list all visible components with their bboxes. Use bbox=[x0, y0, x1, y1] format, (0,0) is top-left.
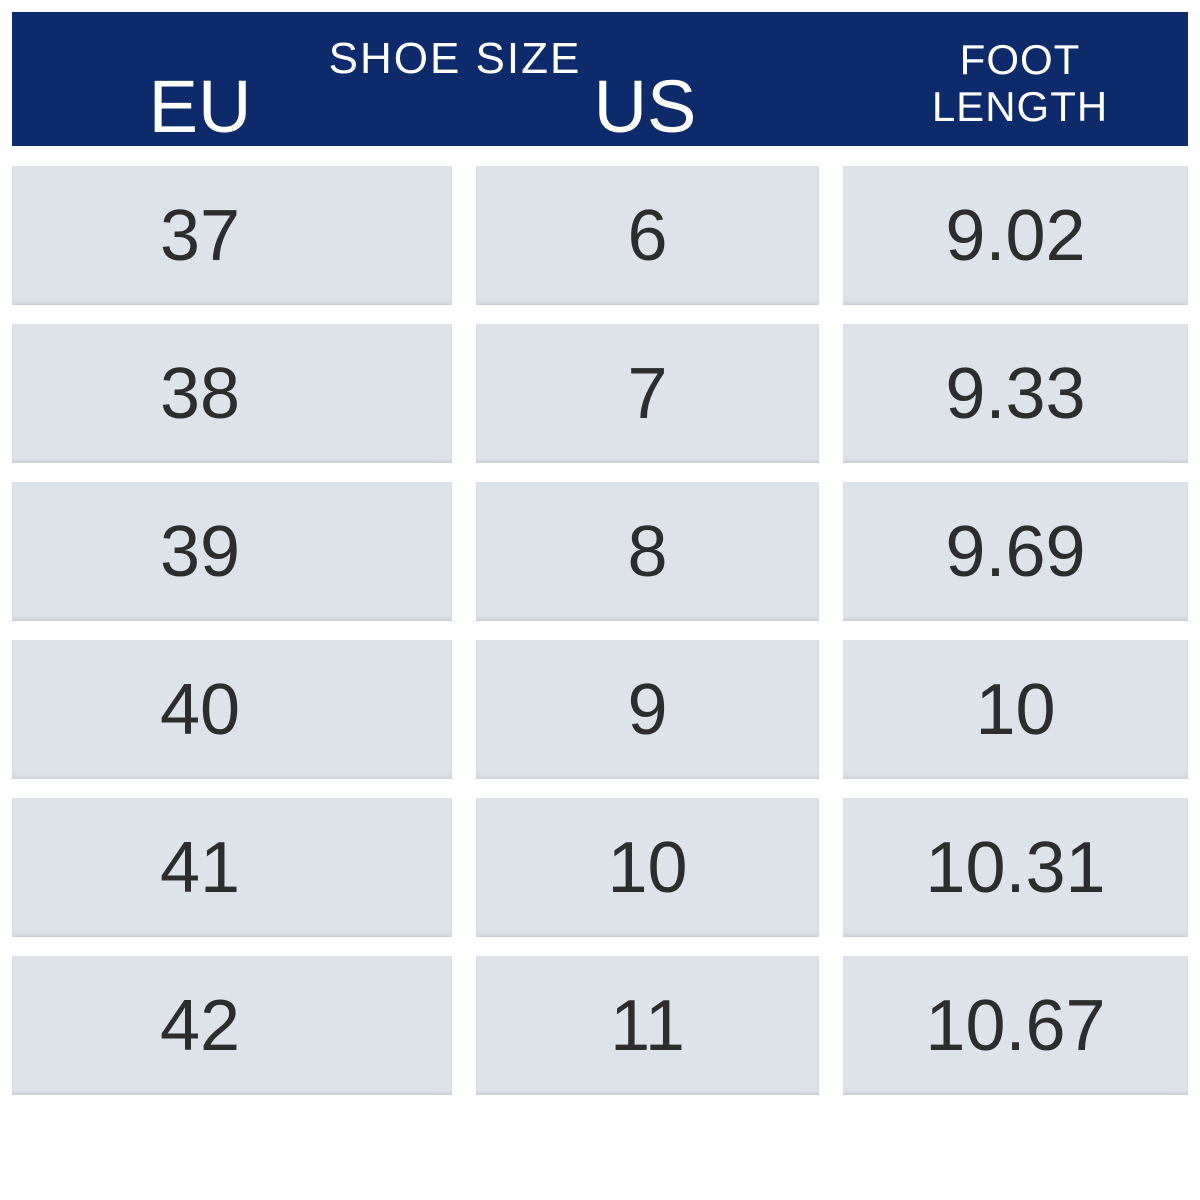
cell-foot-length: 9.02 bbox=[843, 166, 1188, 305]
cell-us: 6 bbox=[476, 166, 819, 305]
cell-foot-length: 10 bbox=[843, 640, 1188, 779]
cell-us: 10 bbox=[476, 798, 819, 937]
table-title: SHOE SIZE bbox=[328, 34, 582, 83]
cell-us: 11 bbox=[476, 956, 819, 1095]
col-header-us: US bbox=[593, 65, 697, 148]
foot-length-line-2: LENGTH bbox=[931, 83, 1109, 131]
cell-eu: 40 bbox=[12, 640, 452, 779]
table-body: 37 6 9.02 38 7 9.33 39 8 9.69 40 9 10 41… bbox=[12, 166, 1188, 1095]
cell-us: 8 bbox=[476, 482, 819, 621]
cell-eu: 38 bbox=[12, 324, 452, 463]
table-header: SHOE SIZE EU US FOOT LENGTH bbox=[12, 12, 1188, 146]
cell-foot-length: 10.67 bbox=[843, 956, 1188, 1095]
cell-eu: 39 bbox=[12, 482, 452, 621]
cell-foot-length: 9.33 bbox=[843, 324, 1188, 463]
col-header-eu: EU bbox=[148, 65, 252, 148]
cell-foot-length: 9.69 bbox=[843, 482, 1188, 621]
cell-eu: 42 bbox=[12, 956, 452, 1095]
foot-length-line-1: FOOT bbox=[959, 36, 1081, 83]
cell-us: 7 bbox=[476, 324, 819, 463]
col-header-foot-length: FOOT LENGTH bbox=[932, 36, 1108, 130]
cell-us: 9 bbox=[476, 640, 819, 779]
cell-eu: 37 bbox=[12, 166, 452, 305]
cell-foot-length: 10.31 bbox=[843, 798, 1188, 937]
cell-eu: 41 bbox=[12, 798, 452, 937]
